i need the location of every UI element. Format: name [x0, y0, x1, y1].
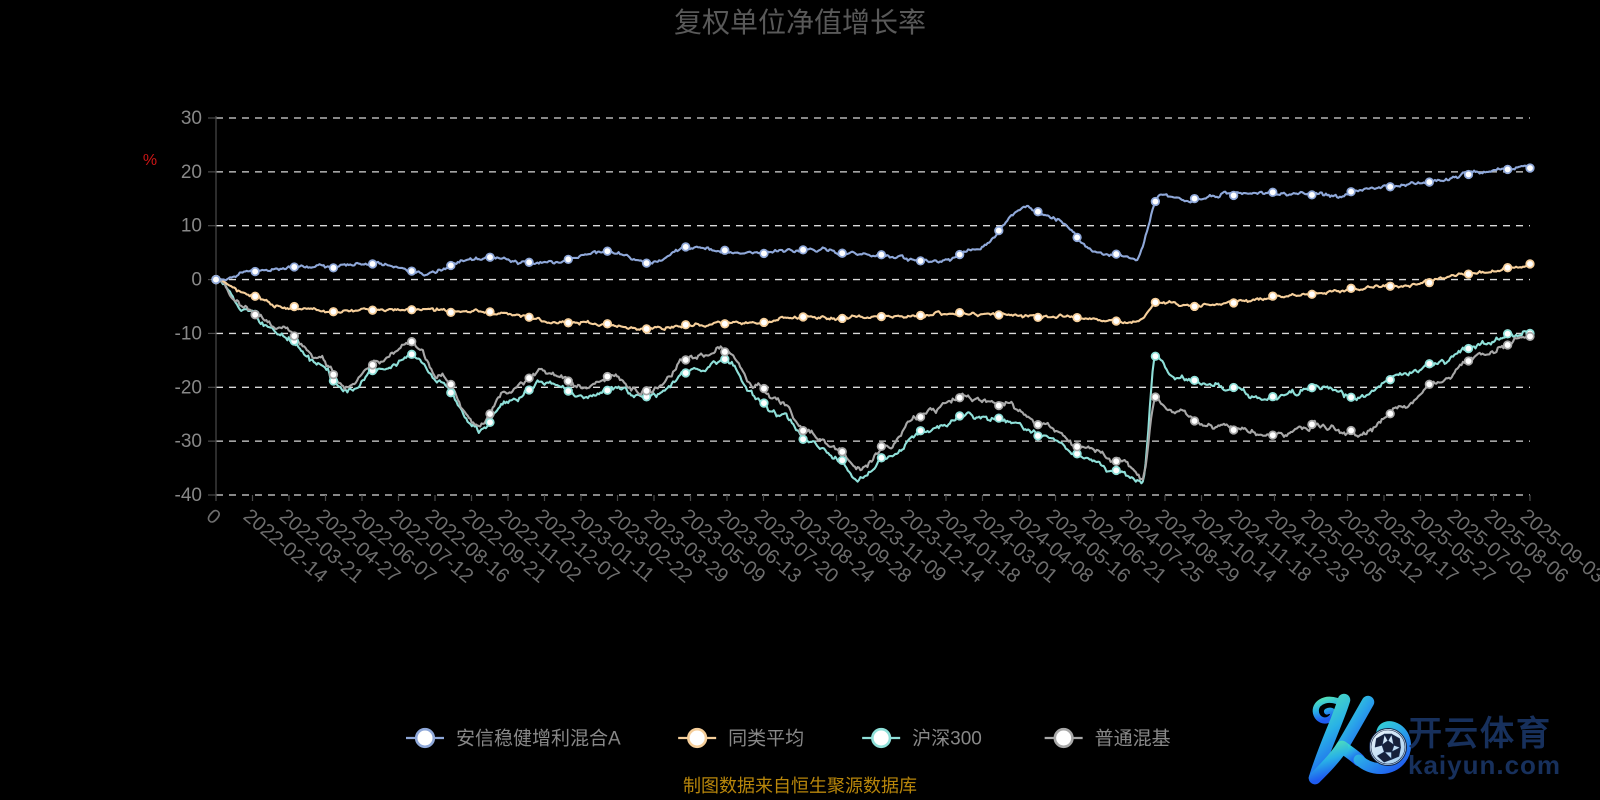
- svg-text:-40: -40: [175, 485, 202, 506]
- svg-text:普通混基: 普通混基: [1095, 728, 1171, 750]
- svg-text:-20: -20: [175, 377, 202, 398]
- svg-text:制图数据来自恒生聚源数据库: 制图数据来自恒生聚源数据库: [683, 776, 917, 796]
- svg-text:0: 0: [191, 270, 202, 291]
- svg-text:复权单位净值增长率: 复权单位净值增长率: [674, 7, 926, 38]
- svg-text:-30: -30: [175, 431, 202, 452]
- svg-text:30: 30: [181, 108, 202, 129]
- svg-text:-10: -10: [175, 323, 202, 344]
- svg-text:10: 10: [181, 216, 202, 237]
- svg-text:20: 20: [181, 162, 202, 183]
- svg-text:沪深300: 沪深300: [912, 728, 982, 750]
- svg-text:同类平均: 同类平均: [728, 728, 804, 750]
- svg-text:安信稳健增利混合A: 安信稳健增利混合A: [456, 728, 621, 750]
- svg-text:%: %: [143, 152, 157, 169]
